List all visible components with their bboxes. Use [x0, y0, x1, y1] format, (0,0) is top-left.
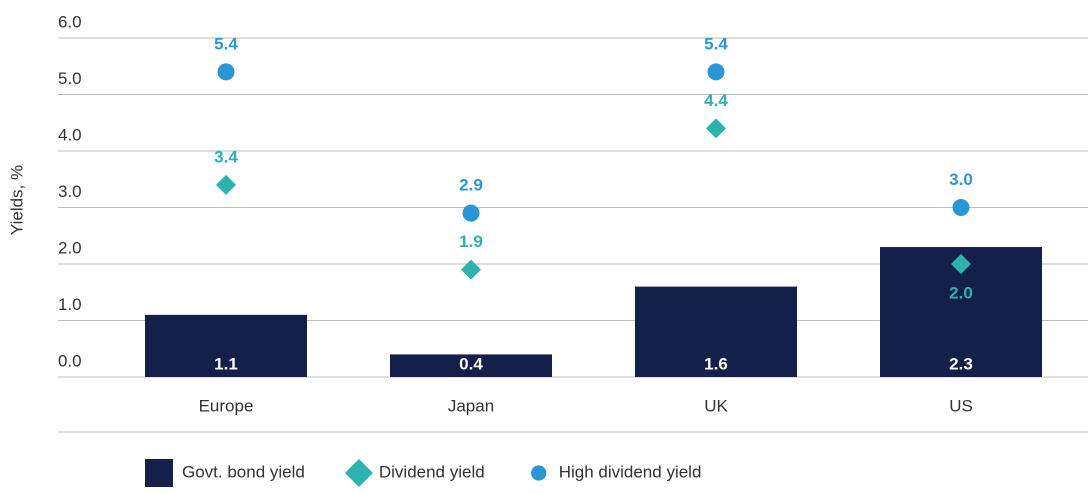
circle-marker — [531, 465, 547, 481]
diamond-marker — [344, 459, 373, 487]
bar — [390, 354, 552, 377]
y-tick-label: 4.0 — [58, 125, 82, 144]
y-tick-label: 1.0 — [58, 295, 82, 314]
y-tick-label: 5.0 — [58, 69, 82, 88]
point-value-label: 3.0 — [949, 170, 973, 189]
point-value-label: 5.4 — [214, 34, 238, 53]
circle-marker — [462, 204, 480, 222]
x-tick-label: US — [949, 396, 973, 415]
y-tick-label: 6.0 — [58, 12, 82, 31]
point-value-label: 1.9 — [459, 232, 483, 251]
bar-value-label: 0.4 — [459, 354, 483, 373]
point-value-label: 3.4 — [214, 147, 238, 166]
y-tick-label: 2.0 — [58, 238, 82, 257]
circle-marker — [217, 63, 235, 81]
bar-value-label: 2.3 — [949, 354, 973, 373]
point-value-label: 5.4 — [704, 34, 728, 53]
diamond-marker — [461, 259, 481, 280]
y-axis-label: Yields, % — [7, 165, 26, 235]
y-tick-label: 0.0 — [58, 351, 82, 370]
point-value-label: 2.0 — [949, 283, 973, 302]
legend-label: Dividend yield — [379, 462, 485, 481]
x-tick-label: Japan — [448, 396, 494, 415]
diamond-marker — [706, 118, 726, 139]
diamond-marker — [216, 174, 236, 195]
point-value-label: 2.9 — [459, 176, 483, 195]
x-tick-label: Europe — [199, 396, 254, 415]
legend-label: Govt. bond yield — [182, 462, 305, 481]
bar-value-label: 1.1 — [214, 354, 238, 373]
bar — [635, 286, 797, 377]
legend-swatch — [145, 459, 173, 487]
x-tick-label: UK — [704, 396, 728, 415]
diamond-marker — [951, 254, 971, 274]
y-tick-label: 3.0 — [58, 182, 82, 201]
circle-marker — [707, 63, 725, 81]
circle-marker — [952, 199, 970, 216]
point-value-label: 4.4 — [704, 91, 728, 110]
bar-value-label: 1.6 — [704, 354, 728, 373]
bar — [145, 314, 307, 377]
legend-label: High dividend yield — [559, 462, 702, 481]
